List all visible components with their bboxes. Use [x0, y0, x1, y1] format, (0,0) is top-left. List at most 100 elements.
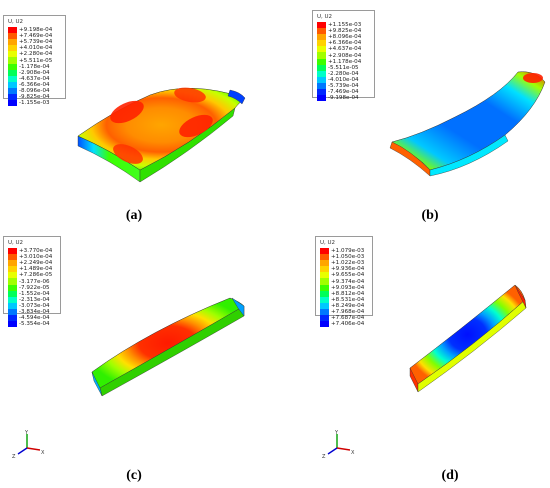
legend-row: -4.637e-04 [8, 75, 61, 82]
legend-row: +4.010e-04 [8, 45, 61, 52]
legend-row: +2.280e-04 [8, 51, 61, 58]
legend-swatch [8, 39, 17, 46]
legend-value: -6.366e-04 [19, 81, 50, 88]
legend-value: -4.594e-04 [19, 315, 50, 322]
legend-swatch [317, 52, 326, 59]
legend-value: -5.354e-04 [19, 321, 50, 328]
legend-swatch [8, 87, 17, 95]
legend-row: +7.968e-04 [320, 308, 368, 316]
legend-row: +1.079e-03 [320, 248, 368, 255]
legend-swatch [8, 296, 17, 303]
legend-swatch [317, 46, 326, 53]
legend-value: +7.406e-04 [331, 321, 365, 328]
legend-a: U, U2 +9.198e-04 +7.469e-04 +5.739e-04 +4.0… [3, 15, 66, 107]
legend-value: +9.374e-04 [331, 278, 365, 285]
caption-d: (d) [430, 468, 470, 484]
legend-row: +9.655e-04 [320, 272, 368, 279]
legend-row: +5.739e-04 [8, 39, 61, 46]
legend-swatch [320, 308, 329, 316]
legend-value: +4.637e-04 [328, 46, 362, 53]
legend-row: +1.489e-04 [8, 266, 56, 273]
legend-swatch [317, 34, 326, 41]
legend-swatch [317, 40, 326, 47]
legend-value: +8.812e-04 [331, 290, 365, 297]
legend-value: +9.093e-04 [331, 284, 365, 291]
caption-b-text: (b) [421, 208, 439, 223]
legend-row: -1.155e-03 [8, 100, 61, 107]
legend-row: +9.936e-04 [320, 266, 368, 273]
legend-swatch [317, 82, 326, 90]
legend-value: +2.280e-04 [19, 51, 53, 58]
legend-value: -2.280e-04 [328, 70, 359, 77]
legend-row: +7.286e-05 [8, 272, 56, 279]
legend-value: +7.469e-04 [19, 33, 53, 40]
legend-value: +9.825e-04 [328, 28, 362, 35]
legend-rows: +1.079e-03 +1.050e-03 +1.022e-03 +9.936e-04… [320, 248, 368, 328]
legend-swatch [8, 63, 17, 70]
legend-swatch [8, 266, 17, 273]
legend-swatch [8, 315, 17, 322]
coordinate-triad-c: Y X Z [12, 430, 45, 460]
legend-value: +3.770e-04 [19, 248, 53, 255]
legend-value: +1.050e-03 [331, 254, 365, 261]
legend-swatch [8, 321, 17, 328]
legend-value: -7.922e-05 [19, 284, 50, 291]
legend-swatch [317, 64, 326, 71]
legend-swatch [320, 248, 329, 255]
legend-swatch [8, 254, 17, 261]
legend-rows: +3.770e-04 +3.010e-04 +2.249e-04 +1.489e-04… [8, 248, 56, 328]
legend-d: U, U2 +1.079e-03 +1.050e-03 +1.022e-03 +9.9… [315, 236, 373, 328]
axis-x-label: X [351, 450, 355, 456]
legend-row: +8.531e-04 [320, 296, 368, 303]
legend-row: +7.687e-04 [320, 315, 368, 322]
legend-row: +8.096e-04 [317, 34, 370, 41]
legend-row: -4.594e-04 [8, 315, 56, 322]
legend-value: -2.313e-04 [19, 296, 50, 303]
legend-swatch [8, 33, 17, 40]
legend-row: -5.354e-04 [8, 321, 56, 328]
legend-swatch [8, 75, 17, 82]
legend-value: +7.687e-04 [331, 315, 365, 322]
legend-title: U, U2 [8, 19, 24, 25]
legend-swatch [317, 76, 326, 83]
legend-value: +1.022e-03 [331, 260, 365, 267]
legend-row: -4.010e-04 [317, 76, 370, 83]
legend-row: +9.825e-04 [317, 28, 370, 35]
legend-value: -3.073e-04 [19, 302, 50, 309]
legend-value: -5.739e-04 [328, 82, 359, 89]
legend-value: -5.511e-05 [328, 64, 359, 71]
legend-row: +7.469e-04 [8, 33, 61, 40]
caption-a: (a) [114, 208, 154, 224]
legend-value: +4.010e-04 [19, 45, 53, 52]
legend-swatch [8, 57, 17, 64]
legend-value: +2.249e-04 [19, 260, 53, 267]
legend-row: -3.177e-06 [8, 278, 56, 285]
legend-row: -3.073e-04 [8, 302, 56, 309]
legend-row: -7.469e-04 [317, 89, 370, 96]
legend-row: +3.010e-04 [8, 254, 56, 261]
legend-value: -4.637e-04 [19, 75, 50, 82]
legend-row: +1.178e-04 [317, 58, 370, 65]
legend-swatch [317, 22, 326, 29]
legend-value: -1.155e-03 [19, 100, 50, 107]
legend-row: +3.770e-04 [8, 248, 56, 255]
legend-swatch [320, 321, 329, 328]
legend-title: U, U2 [317, 14, 333, 20]
legend-row: +2.908e-04 [317, 52, 370, 59]
legend-row: -8.096e-04 [8, 87, 61, 95]
legend-swatch [320, 290, 329, 297]
legend-value: +1.155e-03 [328, 22, 362, 29]
legend-value: +5.739e-04 [19, 39, 53, 46]
legend-row: -9.825e-04 [8, 94, 61, 101]
legend-swatch [320, 266, 329, 273]
legend-value: +7.286e-05 [19, 272, 53, 279]
legend-value: +8.531e-04 [331, 296, 365, 303]
legend-value: -8.096e-04 [19, 87, 50, 94]
legend-swatch [317, 89, 326, 96]
legend-value: +2.908e-04 [328, 52, 362, 59]
legend-value: -9.198e-04 [328, 95, 359, 102]
axis-z-label: Z [322, 454, 326, 460]
legend-swatch [8, 290, 17, 297]
caption-d-text: (d) [441, 468, 459, 483]
legend-row: -2.280e-04 [317, 70, 370, 77]
